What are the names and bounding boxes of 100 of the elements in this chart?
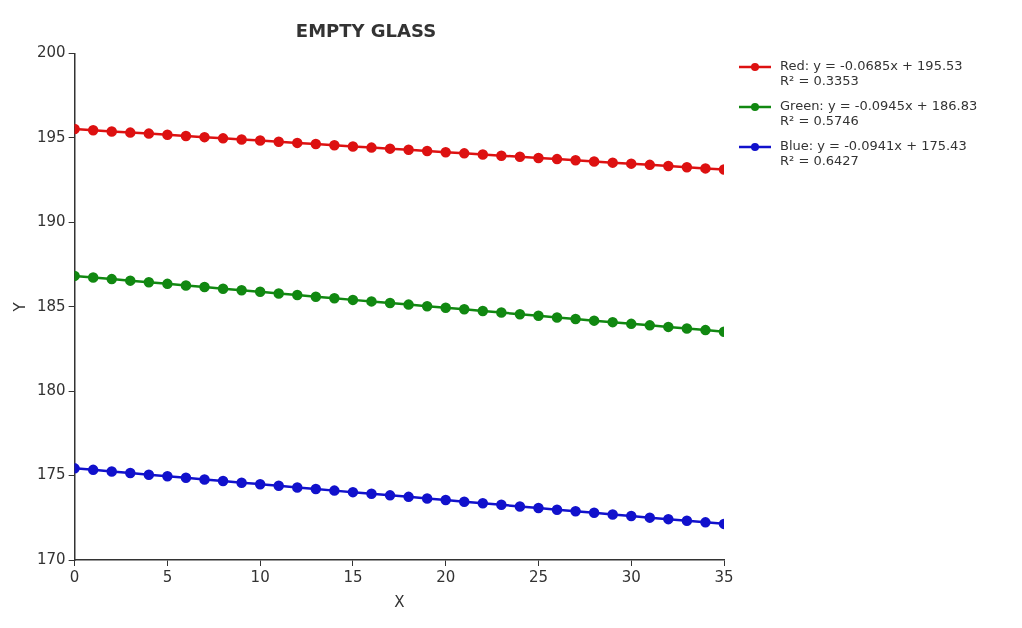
point — [199, 131, 210, 143]
point — [310, 138, 322, 150]
point — [625, 318, 637, 330]
point — [273, 136, 284, 147]
point — [570, 313, 581, 325]
point — [588, 507, 600, 518]
point — [347, 486, 359, 498]
point — [421, 493, 433, 504]
point — [384, 297, 396, 309]
y-tick-label: 180 — [36, 381, 66, 400]
point — [217, 283, 229, 294]
x-tick-label: 15 — [343, 567, 363, 586]
point — [329, 485, 340, 496]
y-tick-label: 195 — [36, 127, 66, 146]
point — [292, 482, 303, 493]
point — [514, 308, 526, 320]
point — [403, 491, 414, 503]
point — [329, 292, 340, 304]
chart-title: EMPTY GLASS — [295, 20, 437, 42]
point — [607, 509, 618, 520]
point — [588, 156, 600, 167]
point — [700, 163, 711, 174]
point — [570, 505, 581, 517]
point — [403, 144, 414, 156]
point — [459, 496, 470, 508]
y-tick-label: 200 — [36, 43, 66, 62]
y-tick-label: 175 — [36, 465, 66, 484]
point — [254, 286, 266, 298]
point — [180, 472, 192, 484]
legend-label: Blue: y = -0.0941x + 175.43 R² = 0.6427 — [780, 138, 967, 168]
point — [162, 129, 173, 141]
point — [180, 280, 192, 291]
y-tick-label: 170 — [36, 549, 66, 568]
point — [533, 152, 544, 164]
point — [477, 305, 489, 317]
point — [162, 278, 173, 290]
point — [236, 134, 247, 145]
x-tick-label: 35 — [714, 567, 734, 586]
point — [496, 499, 507, 511]
point — [700, 517, 711, 528]
point — [607, 157, 618, 168]
point — [310, 291, 322, 302]
point — [681, 515, 693, 526]
point — [254, 478, 266, 490]
point — [273, 480, 284, 491]
x-tick-label: 5 — [162, 567, 173, 586]
point — [644, 320, 656, 331]
point — [366, 488, 377, 500]
point — [477, 149, 489, 160]
point — [199, 474, 210, 485]
x-tick-label: 25 — [528, 567, 549, 586]
point — [459, 304, 470, 315]
point — [199, 281, 210, 293]
point — [514, 151, 526, 162]
point — [366, 142, 377, 153]
point — [533, 310, 544, 321]
point — [514, 501, 526, 512]
y-tick-label: 190 — [36, 212, 66, 231]
y-axis-title: Y — [10, 301, 29, 313]
point — [551, 153, 563, 165]
point — [421, 145, 433, 157]
point — [588, 315, 600, 326]
point — [292, 289, 303, 301]
point — [644, 512, 656, 523]
x-tick-label: 20 — [436, 567, 456, 586]
point — [162, 471, 173, 482]
point — [403, 299, 414, 310]
point — [663, 160, 674, 172]
point — [551, 504, 563, 515]
point — [496, 307, 507, 318]
y-tick-label: 185 — [36, 296, 66, 315]
point — [570, 155, 581, 166]
point — [440, 146, 451, 158]
point — [459, 148, 470, 159]
point — [143, 469, 155, 481]
point — [477, 498, 489, 509]
point — [106, 466, 117, 477]
point — [533, 502, 544, 514]
point — [700, 324, 711, 336]
point — [254, 135, 266, 146]
point — [663, 321, 674, 333]
point — [217, 475, 229, 487]
x-tick-label: 30 — [621, 567, 641, 586]
point — [421, 301, 433, 312]
point — [440, 494, 451, 506]
point — [143, 277, 155, 288]
point — [384, 490, 396, 501]
x-axis-title: X — [394, 592, 405, 611]
point — [607, 316, 618, 328]
point — [625, 158, 637, 169]
point — [347, 141, 359, 152]
point — [440, 302, 451, 314]
point — [87, 124, 99, 136]
point — [125, 467, 136, 479]
point — [681, 161, 693, 173]
point — [236, 477, 247, 488]
point — [496, 150, 507, 161]
point — [663, 513, 674, 525]
point — [236, 285, 247, 296]
point — [329, 140, 340, 151]
